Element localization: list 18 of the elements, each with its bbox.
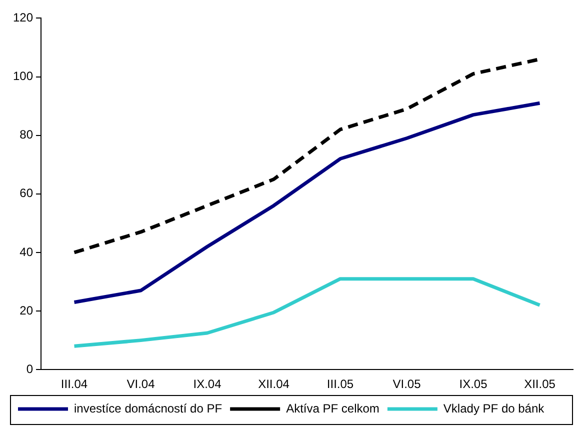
legend-label: Aktíva PF celkom: [286, 401, 380, 416]
x-tick-label: IX.05: [459, 377, 488, 392]
y-tick-label: 60: [20, 186, 34, 200]
legend-label: investíce domácností do PF: [74, 401, 222, 416]
x-tick-label: VI.04: [126, 377, 156, 392]
x-tick-label: VI.05: [392, 377, 422, 392]
x-tick-label: XII.04: [258, 377, 290, 392]
x-tick-label: III.05: [326, 377, 354, 392]
y-tick-label: 120: [12, 10, 34, 25]
x-tick-label: XII.05: [524, 377, 556, 392]
x-tick-label: IX.04: [193, 377, 222, 392]
y-tick-label: 20: [20, 303, 34, 318]
legend-label: Vklady PF do bánk: [443, 401, 546, 416]
y-tick-label: 80: [20, 128, 34, 142]
y-tick-label: 0: [26, 362, 34, 376]
y-tick-label: 40: [20, 244, 34, 259]
x-tick-label: III.04: [60, 377, 88, 392]
y-tick-label: 100: [12, 69, 34, 84]
